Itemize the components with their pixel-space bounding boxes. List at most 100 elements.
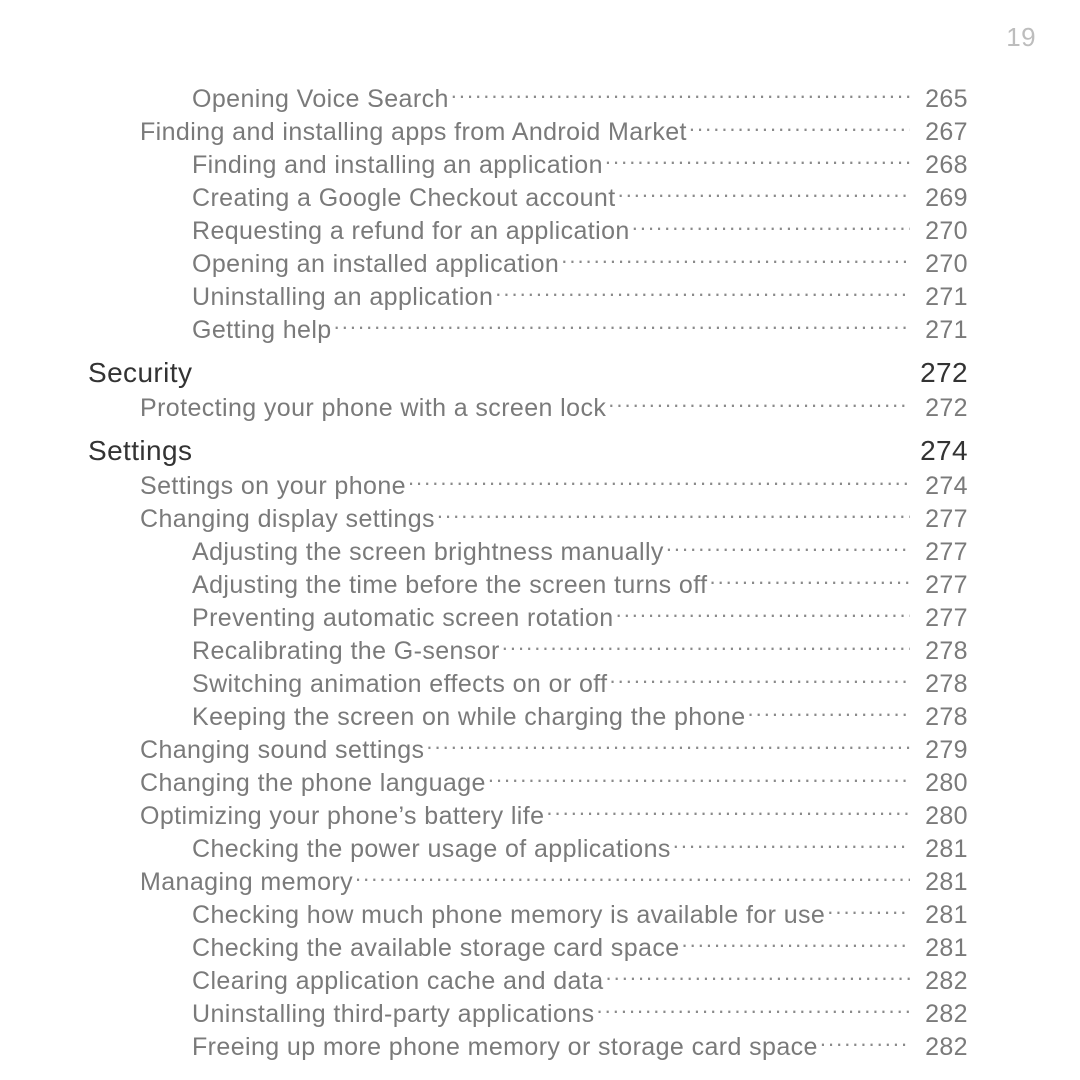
toc-leader [451, 82, 910, 107]
toc-entry: Recalibrating the G-sensor 278 [88, 634, 968, 667]
toc-entry-title: Checking the power usage of applications [88, 833, 671, 865]
toc-leader [820, 1030, 910, 1055]
toc-leader [606, 964, 911, 989]
toc-leader [689, 115, 910, 140]
toc-leader [437, 502, 910, 527]
toc-entry-title: Changing sound settings [88, 734, 424, 766]
toc-leader [618, 181, 910, 206]
toc-entry: Freeing up more phone memory or storage … [88, 1030, 968, 1063]
toc-entry-title: Settings [88, 435, 192, 467]
toc-entry: Creating a Google Checkout account 269 [88, 181, 968, 214]
toc-entry-title: Checking how much phone memory is availa… [88, 899, 825, 931]
toc-entry-page: 274 [912, 470, 968, 502]
toc-entry-title: Getting help [88, 314, 332, 346]
toc-leader [561, 247, 910, 272]
toc-entry: Keeping the screen on while charging the… [88, 700, 968, 733]
toc-leader [426, 733, 910, 758]
toc-leader [334, 313, 910, 338]
toc-entry: Requesting a refund for an application 27… [88, 214, 968, 247]
toc-entry: Finding and installing apps from Android… [88, 115, 968, 148]
toc-leader [709, 568, 910, 593]
toc-entry-page: 277 [912, 602, 968, 634]
toc-entry-title: Switching animation effects on or off [88, 668, 608, 700]
toc-leader [748, 700, 910, 725]
toc-entry-title: Opening an installed application [88, 248, 559, 280]
toc-entry: Changing display settings 277 [88, 502, 968, 535]
toc-entry-page: 280 [912, 800, 968, 832]
toc-entry-page: 269 [912, 182, 968, 214]
toc-entry-title: Creating a Google Checkout account [88, 182, 616, 214]
page-number: 19 [1006, 22, 1036, 53]
toc-entry: Uninstalling third-party applications 282 [88, 997, 968, 1030]
toc-leader [673, 832, 910, 857]
toc-entry-page: 270 [912, 248, 968, 280]
toc-entry-title: Opening Voice Search [88, 83, 449, 115]
toc-leader [682, 931, 910, 956]
toc-entry-title: Uninstalling third-party applications [88, 998, 595, 1030]
toc-entry-title: Recalibrating the G-sensor [88, 635, 500, 667]
toc-entry: Adjusting the time before the screen tur… [88, 568, 968, 601]
toc-content: Opening Voice Search265Finding and insta… [88, 82, 968, 1063]
toc-entry-title: Changing the phone language [88, 767, 486, 799]
toc-entry-page: 270 [912, 215, 968, 247]
toc-entry: Uninstalling an application271 [88, 280, 968, 313]
toc-entry-page: 277 [912, 503, 968, 535]
toc-entry-page: 282 [912, 998, 968, 1030]
toc-entry: Checking the power usage of applications… [88, 832, 968, 865]
toc-entry-title: Preventing automatic screen rotation [88, 602, 614, 634]
toc-entry: Settings on your phone274 [88, 469, 968, 502]
toc-entry-title: Finding and installing apps from Android… [88, 116, 687, 148]
toc-leader [608, 391, 910, 416]
toc-leader [355, 865, 910, 890]
toc-entry: Adjusting the screen brightness manually… [88, 535, 968, 568]
toc-leader [495, 280, 910, 305]
toc-entry: Opening Voice Search265 [88, 82, 968, 115]
toc-entry: Switching animation effects on or off278 [88, 667, 968, 700]
toc-entry: Protecting your phone with a screen lock… [88, 391, 968, 424]
toc-entry-title: Keeping the screen on while charging the… [88, 701, 746, 733]
toc-entry-page: 281 [912, 866, 968, 898]
toc-entry: Optimizing your phone’s battery life 280 [88, 799, 968, 832]
toc-entry-title: Adjusting the screen brightness manually [88, 536, 664, 568]
toc-leader [632, 214, 910, 239]
toc-entry-page: 279 [912, 734, 968, 766]
toc-entry-page: 268 [912, 149, 968, 181]
toc-entry-page: 277 [912, 569, 968, 601]
toc-entry-page: 277 [912, 536, 968, 568]
toc-leader [610, 667, 911, 692]
toc-entry-page: 281 [912, 899, 968, 931]
toc-entry: Clearing application cache and data282 [88, 964, 968, 997]
toc-entry-title: Managing memory [88, 866, 353, 898]
toc-leader [546, 799, 910, 824]
toc-leader [194, 354, 910, 382]
toc-section-heading: Settings274 [88, 432, 968, 467]
toc-entry-page: 272 [912, 392, 968, 424]
toc-leader [616, 601, 910, 626]
toc-entry: Preventing automatic screen rotation 277 [88, 601, 968, 634]
toc-entry-title: Finding and installing an application [88, 149, 603, 181]
toc-entry-page: 278 [912, 635, 968, 667]
toc-entry: Opening an installed application 270 [88, 247, 968, 280]
toc-entry: Getting help271 [88, 313, 968, 346]
toc-entry-title: Changing display settings [88, 503, 435, 535]
toc-leader [408, 469, 910, 494]
toc-entry-title: Protecting your phone with a screen lock [88, 392, 606, 424]
toc-entry-page: 282 [912, 1031, 968, 1063]
toc-entry-page: 281 [912, 833, 968, 865]
toc-leader [666, 535, 910, 560]
toc-entry: Changing the phone language 280 [88, 766, 968, 799]
toc-entry-page: 280 [912, 767, 968, 799]
toc-entry-page: 267 [912, 116, 968, 148]
toc-entry-title: Clearing application cache and data [88, 965, 604, 997]
toc-entry-title: Optimizing your phone’s battery life [88, 800, 544, 832]
toc-entry-title: Uninstalling an application [88, 281, 493, 313]
toc-leader [502, 634, 910, 659]
toc-entry-page: 281 [912, 932, 968, 964]
toc-entry-title: Security [88, 357, 192, 389]
toc-entry-title: Requesting a refund for an application [88, 215, 630, 247]
toc-leader [488, 766, 910, 791]
toc-entry: Checking the available storage card spac… [88, 931, 968, 964]
toc-leader [597, 997, 911, 1022]
toc-section-heading: Security272 [88, 354, 968, 389]
toc-entry-page: 278 [912, 701, 968, 733]
